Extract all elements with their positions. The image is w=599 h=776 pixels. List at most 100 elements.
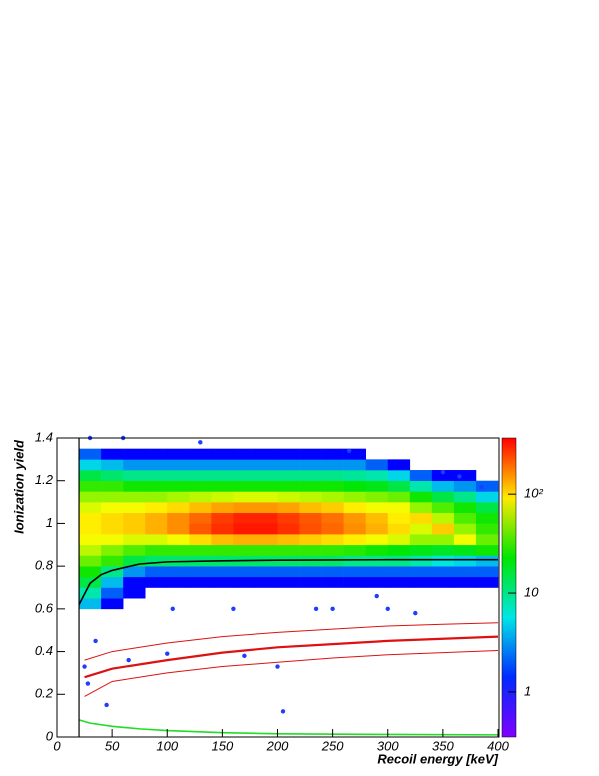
heatmap-cell: [343, 470, 366, 482]
heatmap-cell: [123, 470, 146, 482]
heatmap-cell: [409, 480, 433, 492]
heatmap-cell: [431, 576, 455, 588]
heatmap-cell: [189, 480, 212, 492]
heatmap-cell: [189, 598, 211, 609]
heatmap-cell: [388, 588, 410, 599]
heatmap-cell: [343, 576, 366, 588]
y-tick-label: 0: [46, 728, 54, 743]
heatmap-cell: [432, 598, 454, 609]
x-tick-label: 400: [487, 738, 509, 753]
heatmap-cell: [321, 566, 344, 578]
heatmap-cell: [321, 512, 344, 524]
heatmap-cell: [409, 470, 433, 482]
scatter-point: [170, 606, 175, 612]
heatmap-cell: [343, 544, 366, 556]
heatmap-cell: [409, 534, 433, 546]
scatter-point: [242, 653, 247, 659]
scatter-point: [85, 681, 91, 686]
heatmap-cell: [453, 502, 477, 514]
heatmap-cell: [387, 502, 411, 514]
heatmap-cell: [409, 544, 433, 556]
heatmap-cell: [387, 512, 411, 524]
heatmap-cell: [299, 534, 322, 546]
heatmap-cell: [145, 502, 168, 514]
heatmap-cell: [79, 534, 102, 546]
y-tick-label: 0.6: [35, 600, 54, 615]
heatmap-cell: [387, 470, 411, 482]
heatmap-cell: [453, 544, 477, 556]
heatmap-cell: [454, 588, 476, 599]
heatmap-cell: [299, 459, 322, 471]
heatmap-cell: [255, 512, 278, 524]
heatmap-cell: [453, 512, 477, 524]
heatmap-cell: [476, 459, 498, 470]
x-tick-label: 300: [377, 738, 399, 753]
heatmap-cell: [277, 555, 300, 567]
heatmap-cell: [145, 523, 168, 535]
heatmap-cell: [211, 566, 234, 578]
heatmap-cell: [365, 566, 389, 578]
heatmap-cell: [189, 566, 212, 578]
heatmap-cell: [233, 566, 256, 578]
heatmap-cell: [255, 491, 278, 503]
heatmap-cell: [365, 512, 389, 524]
heatmap-cell: [365, 480, 389, 492]
heatmap-cell: [343, 448, 366, 460]
heatmap-cell: [432, 449, 454, 460]
heatmap-cell: [145, 576, 168, 588]
heatmap-cell: [343, 459, 366, 471]
heatmap-cell: [167, 523, 190, 535]
heatmap-cell: [277, 470, 300, 482]
heatmap-cell: [189, 544, 212, 556]
heatmap-cell: [167, 534, 190, 546]
heatmap-cell: [167, 502, 190, 514]
heatmap-cell: [189, 470, 212, 482]
heatmap-cell: [432, 459, 454, 470]
heatmap-cell: [365, 544, 389, 556]
heatmap-cell: [343, 512, 366, 524]
scatter-point: [104, 702, 109, 708]
heatmap-cell: [189, 534, 212, 546]
heatmap-cell: [123, 480, 146, 492]
heatmap-cell: [233, 576, 256, 588]
scatter-point: [479, 484, 484, 490]
heatmap-cell: [277, 480, 300, 492]
heatmap-cell: [145, 544, 168, 556]
heatmap-cell: [189, 512, 212, 524]
heatmap-cell: [145, 588, 167, 599]
heatmap-cell: [343, 480, 366, 492]
heatmap-cell: [101, 448, 124, 460]
heatmap-cell: [366, 598, 388, 609]
heatmap-cell: [321, 576, 344, 588]
heatmap-cell: [300, 598, 322, 609]
heatmap-cell: [211, 512, 234, 524]
heatmap-cell: [79, 470, 102, 482]
heatmap-cell: [476, 588, 498, 599]
heatmap-cell: [145, 491, 168, 503]
x-tick-label: 50: [105, 738, 120, 753]
heatmap-cell: [366, 449, 388, 460]
heatmap-cell: [255, 566, 278, 578]
heatmap-cell: [233, 544, 256, 556]
heatmap-cell: [233, 598, 255, 609]
heatmap-cell: [189, 576, 212, 588]
heatmap-cell: [299, 502, 322, 514]
heatmap-cell: [299, 544, 322, 556]
heatmap-cell: [277, 566, 300, 578]
heatmap-cell: [167, 459, 190, 471]
y-tick-label: 0.4: [35, 643, 53, 658]
heatmap-cell: [123, 502, 146, 514]
heatmap-cell: [409, 523, 433, 535]
heatmap-cell: [79, 544, 102, 556]
heatmap-cell: [387, 480, 411, 492]
heatmap-cell: [475, 544, 499, 556]
heatmap-cell: [101, 480, 124, 492]
scatter-point: [330, 606, 335, 612]
heatmap-cell: [387, 534, 411, 546]
heatmap-cell: [431, 534, 455, 546]
x-tick-label: 0: [53, 738, 61, 753]
heatmap-cell: [453, 555, 477, 567]
x-tick-label: 250: [321, 738, 344, 753]
heatmap-cell: [79, 480, 102, 492]
heatmap-cell: [189, 448, 212, 460]
